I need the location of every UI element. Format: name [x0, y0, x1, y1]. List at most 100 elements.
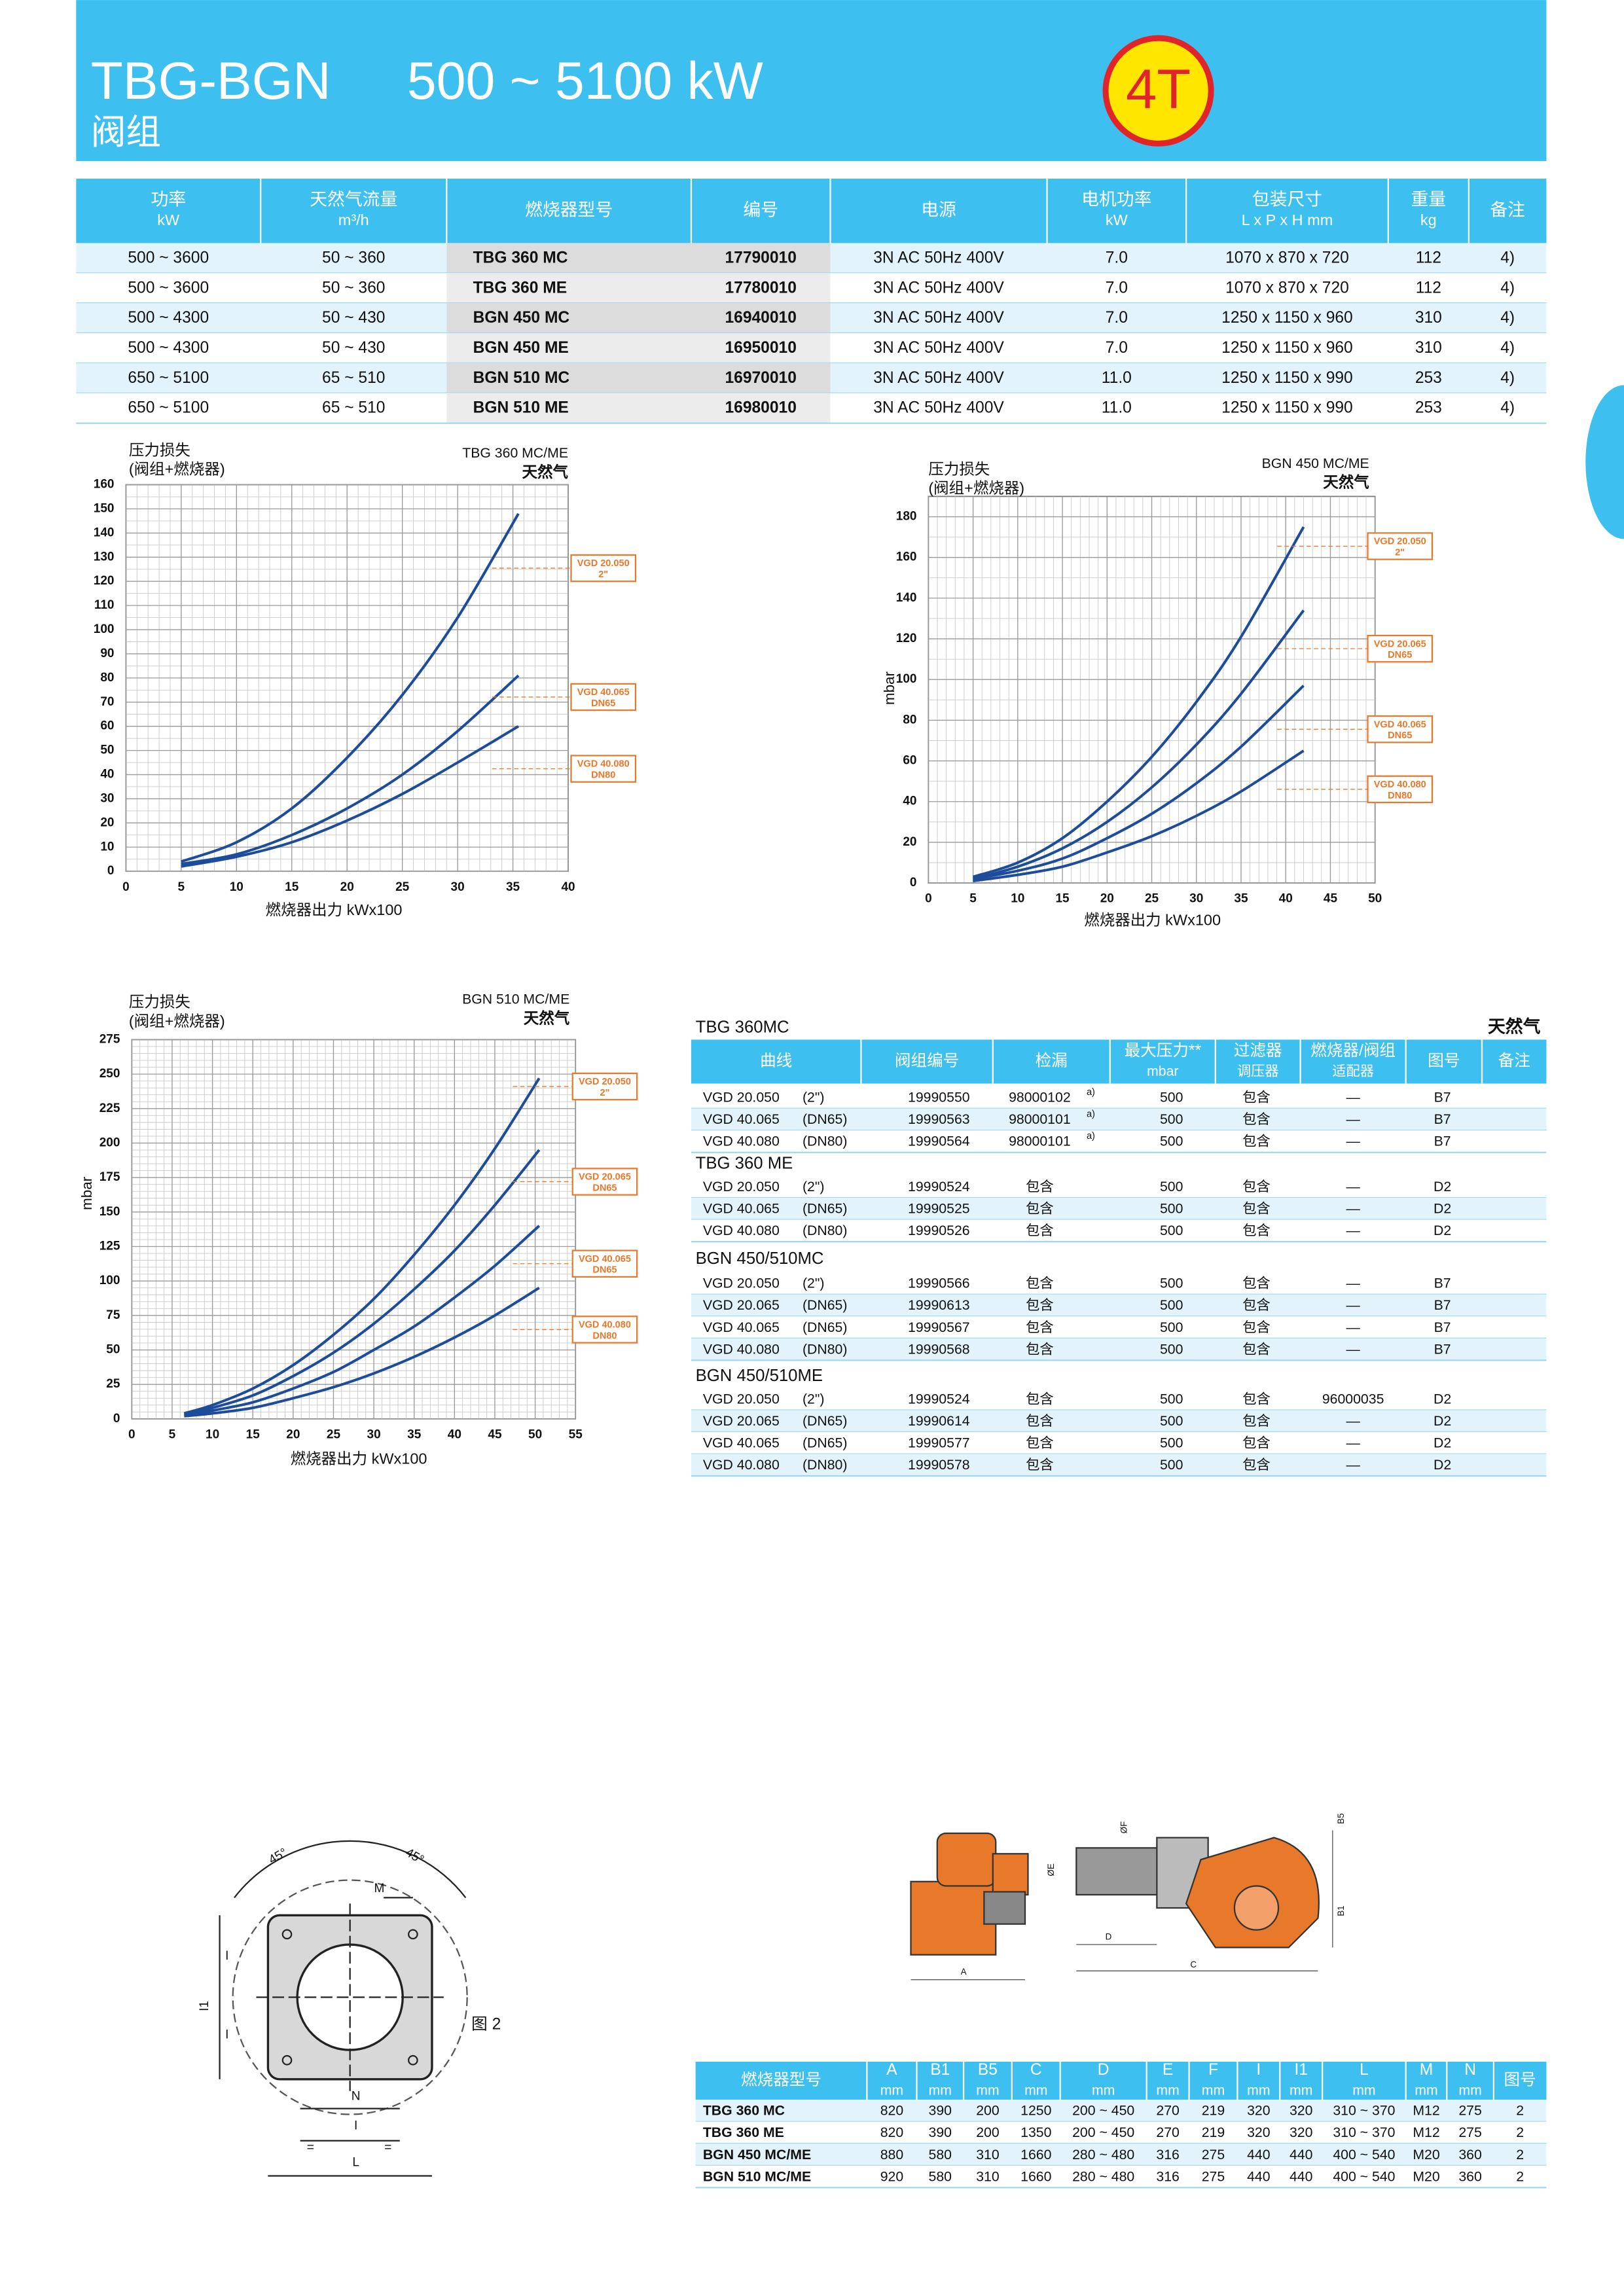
badge-text: 4T — [1126, 59, 1191, 121]
y-axis-label: 压力损失 — [129, 994, 190, 1011]
cell: TBG 360 ME — [703, 2125, 784, 2140]
cell: VGD 20.065 — [703, 1297, 780, 1313]
cell: 500 — [1160, 1341, 1183, 1357]
cell: B7 — [1434, 1297, 1451, 1313]
cell: 310 — [976, 2168, 999, 2184]
y-tick-label: 40 — [903, 795, 916, 808]
cell: 4) — [1500, 399, 1515, 417]
cell: 820 — [880, 2125, 903, 2140]
header-cell: mm — [1092, 2082, 1115, 2098]
cell: 1250 x 1150 x 990 — [1221, 399, 1353, 417]
cell: B7 — [1434, 1341, 1451, 1357]
y-axis-label: (阀组+燃烧器) — [129, 1013, 225, 1030]
dimension-label: B5 — [1336, 1813, 1346, 1823]
header-cell: 检漏 — [1036, 1052, 1068, 1070]
y-tick-label: 30 — [100, 791, 114, 805]
chart-subtitle: 天然气 — [1323, 473, 1369, 491]
cell: (DN80) — [803, 1457, 847, 1473]
model-cell — [446, 273, 831, 304]
cell: 包含 — [1026, 1457, 1054, 1473]
header-cell: B5 — [978, 2061, 998, 2079]
cell: 200 ~ 450 — [1072, 2125, 1134, 2140]
table-row — [691, 1175, 1547, 1198]
figure-label: = — [307, 2141, 314, 2155]
y-tick-label: 225 — [99, 1102, 120, 1115]
x-tick-label: 40 — [1279, 892, 1293, 906]
cell: 包含 — [1026, 1341, 1054, 1357]
x-tick-label: 30 — [451, 880, 465, 894]
header-cell: L x P x H mm — [1242, 211, 1333, 228]
flange-drawing — [219, 1840, 468, 2177]
cell: 500 — [1160, 1297, 1183, 1313]
y-tick-label: 110 — [94, 598, 115, 612]
header-cell: 功率 — [151, 190, 186, 209]
dimension-label: D — [1106, 1931, 1112, 1941]
cell: (DN80) — [803, 1223, 847, 1238]
legend-box — [571, 1316, 638, 1344]
cell: 包含 — [1242, 1111, 1271, 1127]
cell: (2") — [803, 1276, 825, 1291]
cell: 19990524 — [908, 1179, 970, 1194]
cell: 500 ~ 4300 — [128, 309, 209, 327]
cell: 17780010 — [725, 279, 796, 296]
cell: 65 ~ 510 — [322, 369, 385, 387]
cell: D2 — [1434, 1391, 1451, 1407]
cell: 400 ~ 540 — [1333, 2147, 1395, 2162]
cell: B7 — [1434, 1090, 1451, 1105]
legend-label: VGD 40.080 — [577, 759, 630, 770]
cell: 包含 — [1026, 1179, 1054, 1194]
cell: 580 — [929, 2147, 952, 2162]
cell: 360 — [1458, 2168, 1481, 2184]
legend-label: VGD 40.065 — [1374, 719, 1426, 730]
cell: 2 — [1516, 2147, 1524, 2162]
dimension-label: C — [1190, 1960, 1197, 1969]
cell: 包含 — [1026, 1297, 1054, 1313]
cell: VGD 20.065 — [703, 1413, 780, 1429]
legend-sub: DN80 — [592, 1331, 617, 1341]
x-tick-label: 20 — [1100, 892, 1114, 906]
dimension-label: A — [961, 1967, 967, 1977]
x-tick-label: 35 — [407, 1427, 422, 1441]
curve — [184, 1225, 541, 1418]
cell: 包含 — [1242, 1391, 1271, 1407]
x-tick-label: 25 — [327, 1427, 341, 1441]
chart-subtitle: 天然气 — [522, 463, 569, 480]
y-unit: mbar — [881, 672, 897, 705]
cell: — — [1346, 1090, 1361, 1105]
y-tick-label: 25 — [106, 1377, 120, 1391]
cell: 3N AC 50Hz 400V — [873, 279, 1004, 296]
cell: 1070 x 870 x 720 — [1225, 279, 1349, 296]
table-header — [695, 2061, 1547, 2100]
cell: 500 — [1160, 1111, 1183, 1127]
header-cell: 天然气流量 — [310, 190, 397, 209]
header-cell: B1 — [930, 2061, 950, 2079]
cell: 包含 — [1242, 1090, 1271, 1105]
cell: 7.0 — [1106, 339, 1128, 357]
legend-box — [570, 755, 637, 783]
cell: 320 — [1247, 2103, 1270, 2119]
table-row — [691, 1108, 1547, 1131]
legend-box — [570, 683, 637, 711]
cell: VGD 40.065 — [703, 1201, 780, 1217]
header-cell: 燃烧器型号 — [741, 2071, 821, 2089]
legend-label: VGD 40.080 — [579, 1320, 631, 1331]
cell: 4) — [1500, 279, 1515, 296]
x-tick-label: 30 — [367, 1427, 381, 1441]
header-cell: 电源 — [921, 200, 956, 219]
header-cell: A — [886, 2061, 897, 2079]
header-cell: 过滤器 — [1234, 1041, 1282, 1060]
y-tick-label: 20 — [903, 835, 916, 849]
cell: 96000035 — [1322, 1391, 1384, 1407]
legend-box — [1367, 532, 1434, 560]
y-tick-label: 160 — [896, 550, 917, 564]
cell: 920 — [880, 2168, 903, 2184]
table-row — [691, 1272, 1547, 1295]
cell: 200 ~ 450 — [1072, 2103, 1134, 2119]
x-tick-label: 25 — [395, 880, 410, 894]
cell: 19990524 — [908, 1391, 970, 1407]
cell: 包含 — [1242, 1179, 1271, 1194]
cell: 820 — [880, 2103, 903, 2119]
header-cell: mm — [1247, 2082, 1270, 2098]
cell: VGD 20.050 — [703, 1391, 780, 1407]
